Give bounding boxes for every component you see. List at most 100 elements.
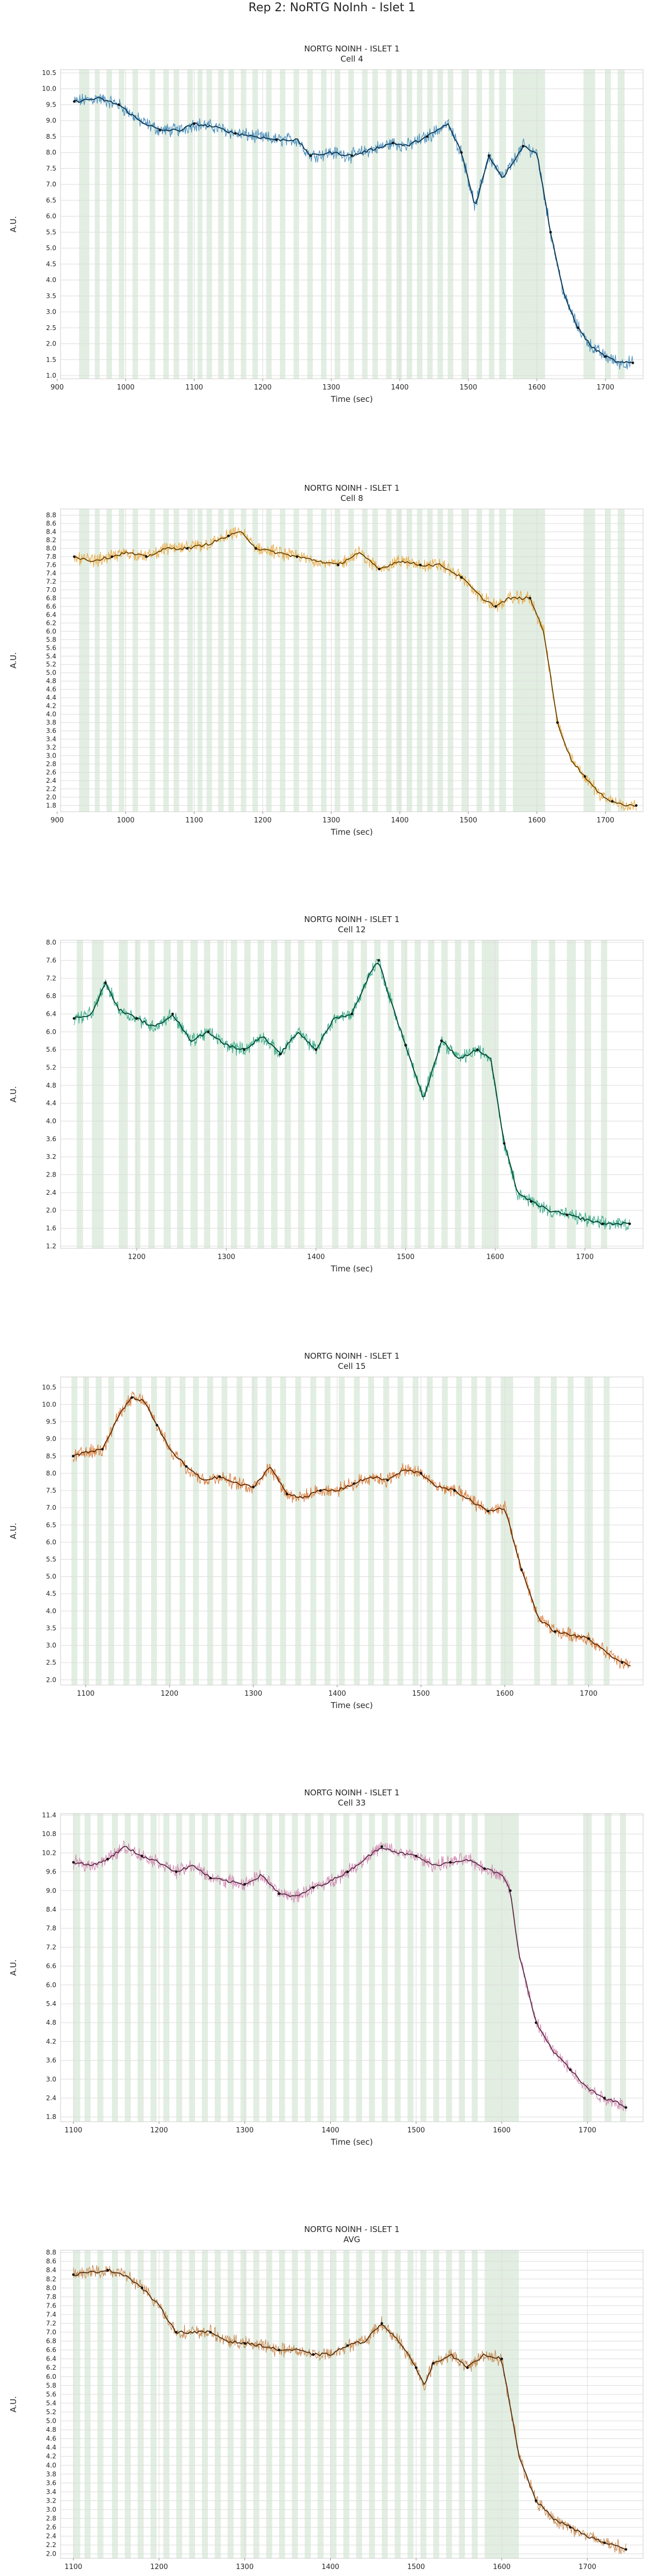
y-tick-label: 3.6 xyxy=(46,1135,56,1143)
y-tick-label: 8.4 xyxy=(46,1906,56,1913)
y-tick-label: 4.4 xyxy=(46,1099,56,1107)
shaded-interval xyxy=(84,1814,91,2122)
y-tick-label: 1.0 xyxy=(46,372,56,379)
shaded-interval xyxy=(356,2250,362,2558)
shaded-interval xyxy=(332,940,339,1248)
data-point xyxy=(312,1886,315,1889)
y-tick-label: 6.8 xyxy=(46,992,56,1000)
shaded-interval xyxy=(531,940,538,1248)
shaded-interval xyxy=(583,70,595,379)
shaded-interval xyxy=(94,70,100,379)
y-tick-label: 9.6 xyxy=(46,1868,56,1876)
y-axis-label: A.U. xyxy=(9,2396,18,2413)
x-tick-label: 1700 xyxy=(579,2126,596,2135)
shaded-interval xyxy=(240,2250,247,2558)
shaded-interval xyxy=(218,509,224,812)
data-point xyxy=(171,1013,174,1015)
data-point xyxy=(117,103,121,106)
x-tick-label: 1700 xyxy=(576,1253,594,1261)
y-tick-label: 7.0 xyxy=(46,181,56,188)
data-point xyxy=(209,1876,212,1879)
data-point xyxy=(534,2499,538,2502)
shaded-interval xyxy=(441,940,448,1248)
shaded-interval xyxy=(253,1814,259,2122)
shaded-interval xyxy=(151,1377,157,1685)
plot-border xyxy=(60,1813,644,2122)
data-point xyxy=(528,597,532,600)
data-point xyxy=(252,1486,255,1488)
y-tick-label: 4.8 xyxy=(46,2019,56,2026)
x-tick-labels: 1200 1300 1400 1500 1600 1700 xyxy=(128,1248,594,1261)
x-tick-label: 1200 xyxy=(150,2563,168,2571)
shaded-interval xyxy=(456,1377,462,1685)
data-point xyxy=(295,555,299,558)
data-point xyxy=(583,775,586,778)
shaded-interval xyxy=(324,1377,331,1685)
shaded-interval xyxy=(137,2250,144,2558)
y-tick-label: 6.5 xyxy=(46,1521,56,1529)
data-point xyxy=(419,564,422,566)
shaded-interval xyxy=(108,1377,115,1685)
data-point xyxy=(494,605,497,608)
data-point xyxy=(207,1030,210,1034)
shaded-interval xyxy=(97,2250,103,2558)
shaded-interval xyxy=(118,70,124,379)
shaded-interval xyxy=(214,1814,221,2122)
data-point xyxy=(309,154,312,158)
shaded-interval xyxy=(386,509,392,812)
data-point xyxy=(635,804,638,807)
x-axis-label: Time (sec) xyxy=(330,827,372,837)
shaded-interval xyxy=(320,70,327,379)
x-tick-label: 1300 xyxy=(236,2126,253,2135)
shaded-interval xyxy=(412,1377,419,1685)
shaded-interval xyxy=(420,1814,427,2122)
y-tick-label: 5.6 xyxy=(46,644,56,652)
shaded-interval xyxy=(513,509,546,812)
data-point xyxy=(500,2357,503,2361)
data-point xyxy=(243,1883,247,1886)
shaded-interval xyxy=(416,70,423,379)
shaded-interval xyxy=(356,1814,362,2122)
shaded-interval xyxy=(73,2250,80,2558)
shaded-interval xyxy=(605,509,611,812)
shaded-interval xyxy=(348,509,354,812)
y-tick-label: 3.6 xyxy=(46,2057,56,2064)
data-point xyxy=(529,1200,533,1203)
y-tick-label: 2.4 xyxy=(46,777,56,784)
y-tick-label: 8.0 xyxy=(46,545,56,552)
shaded-interval xyxy=(347,940,354,1248)
y-axis-label: A.U. xyxy=(9,652,18,669)
data-point xyxy=(319,1489,322,1492)
shaded-interval xyxy=(394,1814,401,2122)
grid-lines xyxy=(61,70,643,379)
shaded-interval xyxy=(489,509,495,812)
shaded-interval xyxy=(513,70,546,379)
shaded-interval xyxy=(236,1377,243,1685)
shaded-interval xyxy=(165,1377,171,1685)
chart-title: NORTG NOINH - ISLET 1 xyxy=(304,1351,399,1361)
shaded-intervals xyxy=(73,2250,519,2558)
x-tick-label: 1200 xyxy=(128,1253,146,1261)
chart-title: NORTG NOINH - ISLET 1 xyxy=(304,1788,399,1798)
y-tick-label: 5.0 xyxy=(46,2417,56,2425)
y-tick-label: 1.8 xyxy=(46,802,56,809)
shaded-interval xyxy=(77,940,83,1248)
data-point xyxy=(521,145,525,148)
shaded-interval xyxy=(406,70,413,379)
x-tick-label: 1700 xyxy=(596,384,614,392)
data-point xyxy=(255,547,257,550)
y-tick-label: 7.0 xyxy=(46,586,56,594)
y-tick-label: 6.6 xyxy=(46,2346,56,2354)
data-point xyxy=(140,1854,144,1858)
shaded-interval xyxy=(251,1377,258,1685)
data-point xyxy=(603,2541,606,2544)
shaded-interval xyxy=(343,2250,349,2558)
sample-markers xyxy=(73,100,635,364)
y-tick-label: 5.0 xyxy=(46,669,56,677)
y-tick-label: 6.2 xyxy=(46,2364,56,2371)
y-tick-label: 3.8 xyxy=(46,719,56,727)
shaded-interval xyxy=(214,2250,221,2558)
y-tick-label: 2.8 xyxy=(46,2515,56,2522)
